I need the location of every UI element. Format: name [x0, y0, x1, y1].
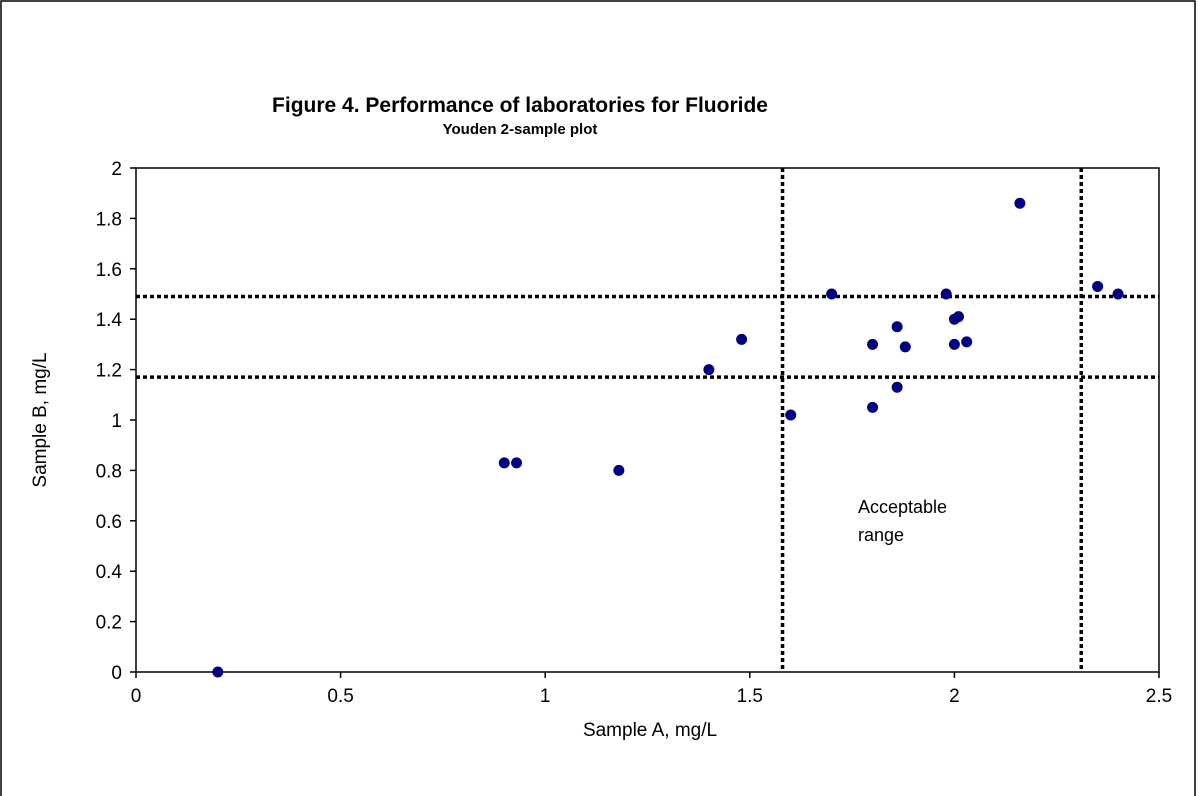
y-tick-label: 1.8 — [96, 209, 122, 230]
point — [1014, 197, 1026, 209]
x-tick-label: 1.5 — [737, 686, 763, 707]
point — [961, 336, 973, 348]
x-tick-label: 1 — [540, 686, 551, 707]
point — [891, 381, 903, 393]
x-tick-label: 2 — [949, 686, 960, 707]
point — [891, 321, 903, 333]
x-tick-label: 0.5 — [327, 686, 353, 707]
y-tick-label: 0.8 — [96, 461, 122, 482]
chart-title: Figure 4. Performance of laboratories fo… — [272, 94, 768, 117]
point — [785, 409, 797, 421]
annotation: Acceptable — [858, 497, 947, 517]
y-tick-label: 1.2 — [96, 361, 122, 382]
point — [1112, 288, 1124, 300]
point — [736, 333, 748, 345]
point — [867, 401, 879, 413]
y-tick-label: 2 — [111, 159, 122, 180]
point — [498, 457, 510, 469]
y-tick-label: 1 — [111, 411, 122, 432]
annotation: range — [858, 525, 904, 545]
y-tick-label: 1.4 — [96, 310, 123, 331]
point — [940, 288, 952, 300]
y-tick-label: 0.2 — [96, 613, 122, 634]
y-tick-label: 0 — [111, 663, 122, 684]
point — [613, 464, 625, 476]
point — [511, 457, 523, 469]
x-tick-label: 2.5 — [1146, 686, 1172, 707]
point — [899, 341, 911, 353]
y-tick-label: 0.6 — [96, 512, 122, 533]
x-tick-label: 0 — [131, 686, 142, 707]
y-tick-label: 0.4 — [96, 562, 123, 583]
point — [952, 311, 964, 323]
point — [826, 288, 838, 300]
point — [1092, 280, 1104, 292]
chart-subtitle: Youden 2-sample plot — [443, 121, 598, 138]
point — [703, 364, 715, 376]
x-axis-label: Sample A, mg/L — [583, 720, 717, 741]
y-tick-label: 1.6 — [96, 260, 122, 281]
point — [867, 338, 879, 350]
y-axis-label: Sample B, mg/L — [30, 352, 51, 487]
point — [212, 666, 224, 678]
point — [948, 338, 960, 350]
